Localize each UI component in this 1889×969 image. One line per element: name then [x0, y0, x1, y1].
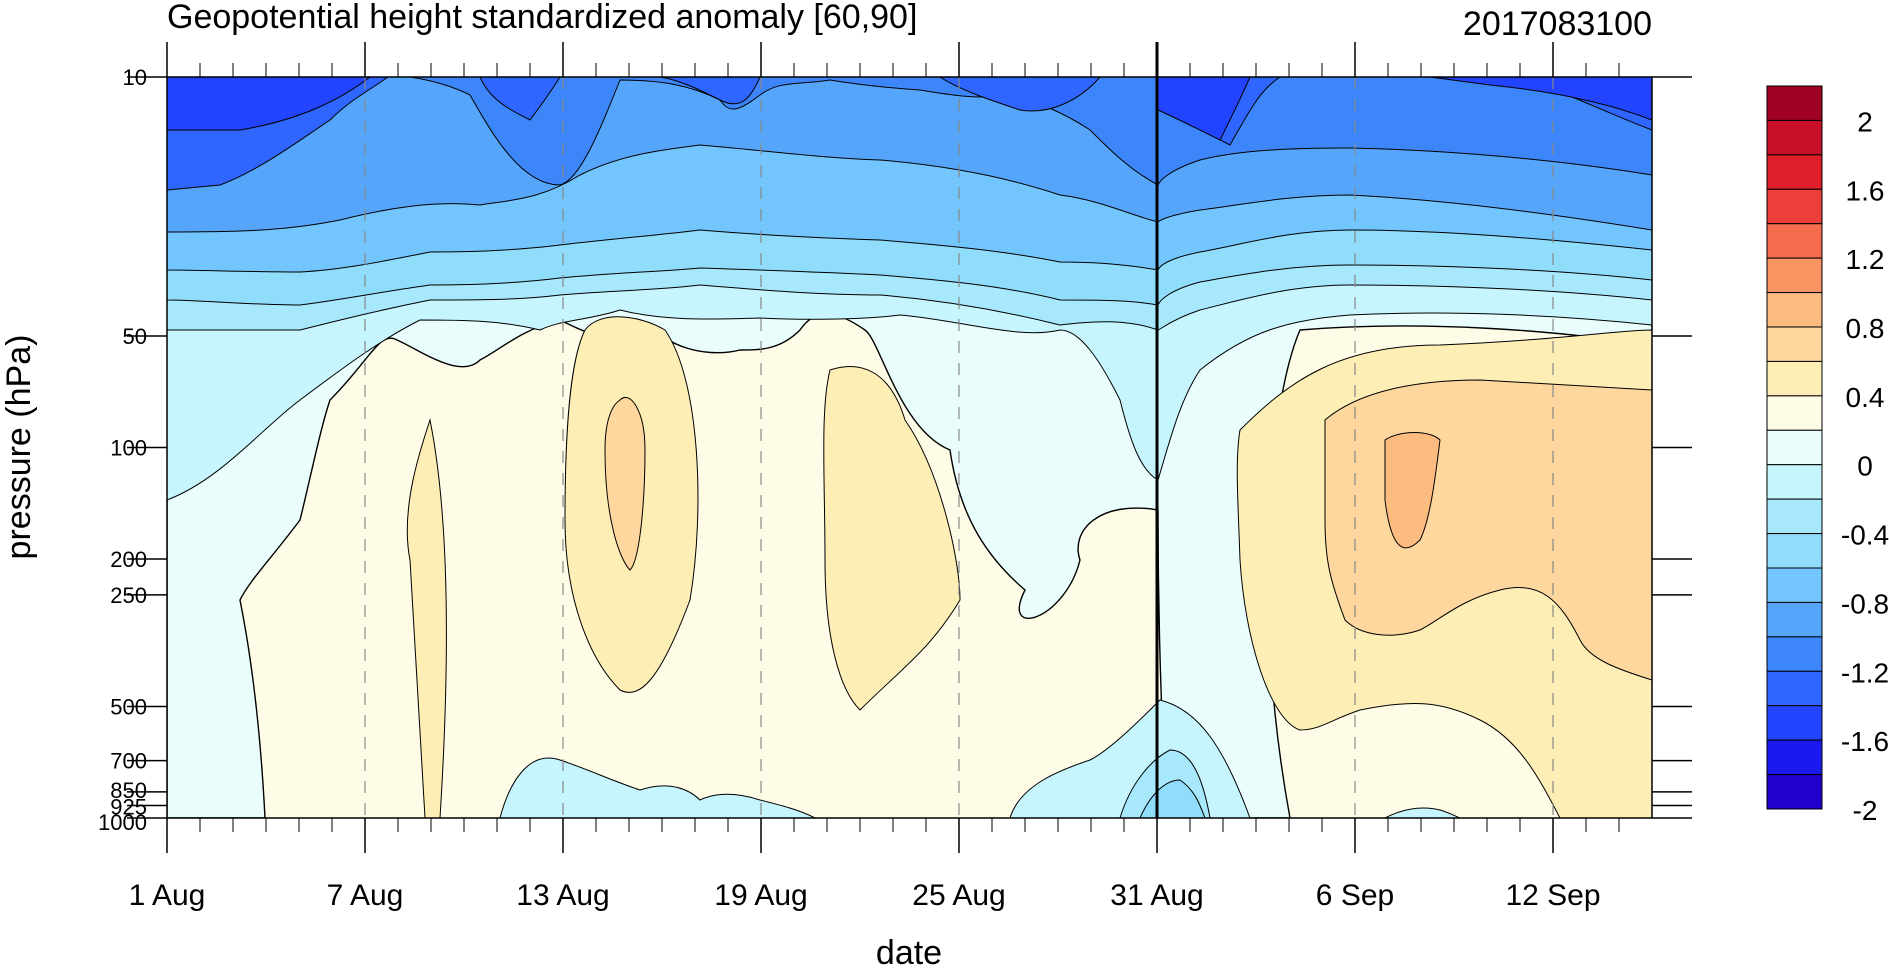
y-tick-label: 500: [110, 694, 147, 719]
contour-fill-minus-0-4-lower-c: [1384, 807, 1461, 818]
x-tick-label: 6 Sep: [1316, 879, 1394, 912]
colorbar-label: 1.2: [1846, 244, 1885, 275]
y-tick-label: 100: [110, 436, 147, 461]
colorbar-swatch: [1766, 429, 1823, 466]
colorbar-swatch: [1766, 739, 1823, 776]
colorbar-label: -0.8: [1841, 588, 1889, 619]
contour-fill-minus-1-6: [167, 77, 1652, 191]
colorbar-swatch: [1766, 223, 1823, 259]
y-tick-label: 850: [110, 778, 147, 803]
contour-fill-plus-0-4-b: [604, 397, 646, 571]
colorbar-swatch: [1766, 119, 1823, 156]
colorbar-label: 0.8: [1846, 313, 1885, 344]
colorbar-swatch: [1766, 360, 1823, 397]
colorbar-swatch: [1766, 464, 1823, 500]
colorbar-swatch: [1766, 567, 1823, 603]
y-axis-label: pressure (hPa): [0, 335, 38, 560]
contour-fill-minus-0-4-lower-a: [499, 757, 816, 818]
y-tick-label: 700: [110, 749, 147, 774]
colorbar-label: 2: [1857, 106, 1873, 137]
colorbar-swatch: [1766, 636, 1823, 672]
colorbar-label: -0.4: [1841, 520, 1889, 551]
colorbar-label: -1.2: [1841, 657, 1889, 688]
contour-fill-plus-0-2-c: [823, 366, 961, 711]
colorbar-swatch: [1766, 670, 1823, 707]
colorbar-swatch: [1766, 774, 1823, 810]
chart-title: Geopotential height standardized anomaly…: [167, 0, 917, 36]
colorbar-swatch: [1766, 292, 1823, 328]
x-axis-label: date: [876, 934, 942, 969]
x-tick-label: 13 Aug: [516, 879, 609, 912]
y-tick-label: 1000: [98, 810, 147, 835]
colorbar-swatch: [1766, 498, 1823, 535]
colorbar-swatch: [1766, 85, 1823, 121]
run-label: 2017083100: [1463, 5, 1652, 43]
colorbar-swatch: [1766, 326, 1823, 362]
colorbar-swatch: [1766, 705, 1823, 741]
x-tick-label: 19 Aug: [714, 879, 807, 912]
colorbar-swatch: [1766, 154, 1823, 190]
colorbar-swatch: [1766, 533, 1823, 569]
contour-fill-minus-1-8: [167, 77, 1652, 141]
colorbar-swatch: [1766, 257, 1823, 294]
y-tick-label: 925: [110, 794, 147, 819]
y-tick-label: 50: [123, 324, 147, 349]
x-tick-label: 12 Sep: [1505, 879, 1600, 912]
y-tick-label: 250: [110, 583, 147, 608]
plot-area: [167, 77, 1652, 818]
x-tick-label: 1 Aug: [129, 879, 206, 912]
colorbar: 2 1.6 1.2 0.8 0.4 0 -0.4 -0.8 -1.2 -1.6 -2: [1766, 85, 1889, 826]
colorbar-swatch: [1766, 188, 1823, 225]
y-tick-label: 10: [123, 65, 147, 90]
colorbar-swatch: [1766, 601, 1823, 638]
x-tick-label: 31 Aug: [1110, 879, 1203, 912]
contour-fill-plus-0-6-d: [1384, 432, 1441, 549]
colorbar-swatch: [1766, 395, 1823, 431]
colorbar-label: -2: [1853, 795, 1878, 826]
colorbar-label: 0: [1857, 451, 1873, 482]
colorbar-label: 0.4: [1846, 382, 1885, 413]
colorbar-label: -1.6: [1841, 726, 1889, 757]
date-gridlines: [364, 77, 1554, 818]
x-tick-label: 7 Aug: [327, 879, 404, 912]
x-axis: 1 Aug 7 Aug 13 Aug 19 Aug 25 Aug 31 Aug 6 Sep 1…: [129, 42, 1620, 912]
colorbar-label: 1.6: [1846, 175, 1885, 206]
contour-fill-plus-0-2-a: [406, 418, 447, 818]
y-tick-label: 200: [110, 547, 147, 572]
x-tick-label: 25 Aug: [912, 879, 1005, 912]
